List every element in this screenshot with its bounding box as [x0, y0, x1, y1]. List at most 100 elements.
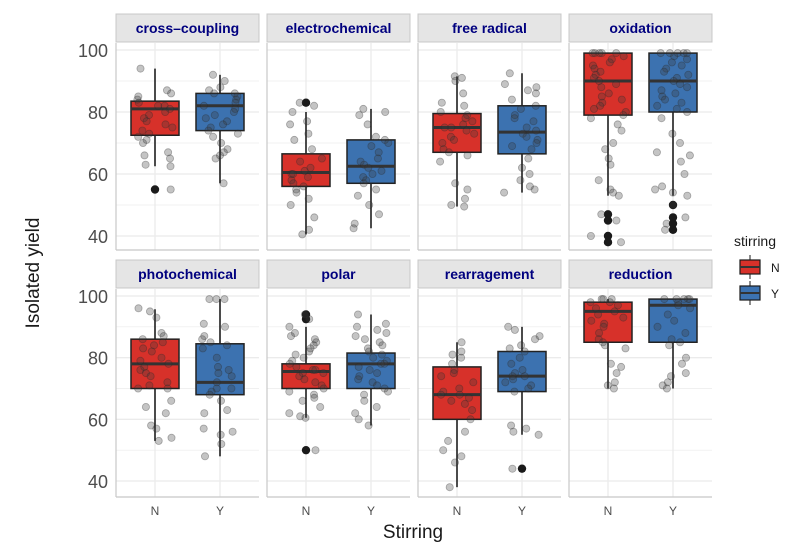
jitter-point	[683, 49, 692, 58]
jitter-point	[165, 154, 174, 163]
jitter-point	[152, 424, 161, 433]
jitter-point	[665, 49, 674, 58]
jitter-point	[200, 332, 209, 341]
jitter-point	[163, 378, 172, 387]
jitter-point	[507, 421, 516, 430]
jitter-point	[168, 123, 177, 132]
jitter-point	[360, 160, 369, 169]
outlier-point	[603, 210, 613, 219]
jitter-point	[166, 162, 175, 171]
jitter-point	[231, 98, 240, 107]
y-tick-label: 40	[88, 227, 108, 247]
jitter-point	[300, 375, 309, 384]
jitter-point	[285, 322, 294, 331]
jitter-point	[617, 126, 626, 135]
jitter-point	[381, 319, 390, 328]
facet-strip-label: reduction	[609, 266, 673, 282]
box-iqr	[497, 105, 547, 155]
jitter-point	[460, 427, 469, 436]
jitter-point	[364, 163, 373, 172]
jitter-point	[455, 384, 464, 393]
jitter-point	[683, 191, 692, 200]
outlier-point	[517, 464, 527, 473]
outlier-point	[150, 185, 160, 194]
jitter-point	[460, 202, 469, 211]
jitter-point	[619, 313, 628, 322]
jitter-point	[449, 369, 458, 378]
jitter-point	[363, 344, 372, 353]
box-iqr	[195, 343, 245, 396]
jitter-point	[223, 406, 232, 415]
box-y	[195, 295, 245, 461]
jitter-point	[597, 49, 606, 58]
jitter-point	[198, 344, 207, 353]
jitter-point	[145, 381, 154, 390]
jitter-point	[598, 338, 607, 347]
jitter-point	[207, 387, 216, 396]
jitter-point	[681, 213, 690, 222]
jitter-point	[500, 80, 509, 89]
jitter-point	[676, 157, 685, 166]
jitter-point	[142, 135, 151, 144]
jitter-point	[374, 148, 383, 157]
jitter-point	[450, 72, 459, 81]
jitter-point	[461, 114, 470, 123]
jitter-point	[449, 135, 458, 144]
jitter-point	[522, 123, 531, 132]
jitter-point	[594, 176, 603, 185]
jitter-point	[613, 301, 622, 310]
jitter-point	[216, 83, 225, 92]
jitter-point	[460, 399, 469, 408]
jitter-point	[597, 295, 606, 304]
jitter-point	[601, 145, 610, 154]
x-tick-label: Y	[216, 504, 224, 518]
jitter-point	[447, 123, 456, 132]
jitter-point	[212, 378, 221, 387]
jitter-point	[597, 210, 606, 219]
jitter-point	[216, 430, 225, 439]
jitter-point	[215, 151, 224, 160]
jitter-point	[590, 104, 599, 113]
jitter-point	[134, 384, 143, 393]
jitter-point	[161, 409, 170, 418]
jitter-point	[437, 98, 446, 107]
jitter-point	[677, 61, 686, 70]
jitter-point	[532, 126, 541, 135]
jitter-point	[205, 390, 214, 399]
jitter-point	[359, 104, 368, 113]
jitter-point	[681, 369, 690, 378]
jitter-point	[306, 344, 315, 353]
jitter-point	[298, 396, 307, 405]
jitter-point	[377, 350, 386, 359]
jitter-point	[383, 387, 392, 396]
jitter-point	[439, 446, 448, 455]
jitter-point	[668, 188, 677, 197]
jitter-point	[299, 353, 308, 362]
jitter-point	[670, 52, 679, 61]
x-tick-label: N	[453, 504, 462, 518]
jitter-point	[369, 353, 378, 362]
jitter-point	[310, 213, 319, 222]
jitter-point	[652, 148, 661, 157]
jitter-point	[138, 335, 147, 344]
jitter-point	[590, 49, 599, 58]
jitter-point	[683, 108, 692, 117]
jitter-point	[617, 238, 626, 247]
jitter-point	[667, 335, 676, 344]
jitter-point	[612, 80, 621, 89]
jitter-point	[685, 295, 694, 304]
jitter-point	[609, 188, 618, 197]
jitter-point	[681, 328, 690, 337]
jitter-point	[298, 230, 307, 239]
jitter-point	[470, 129, 479, 138]
box-n	[130, 304, 180, 445]
box-y	[346, 310, 396, 430]
jitter-point	[300, 310, 309, 319]
jitter-point	[457, 452, 466, 461]
jitter-point	[134, 98, 143, 107]
jitter-point	[217, 439, 226, 448]
jitter-point	[510, 111, 519, 120]
jitter-point	[658, 182, 667, 191]
jitter-point	[531, 101, 540, 110]
jitter-point	[520, 372, 529, 381]
